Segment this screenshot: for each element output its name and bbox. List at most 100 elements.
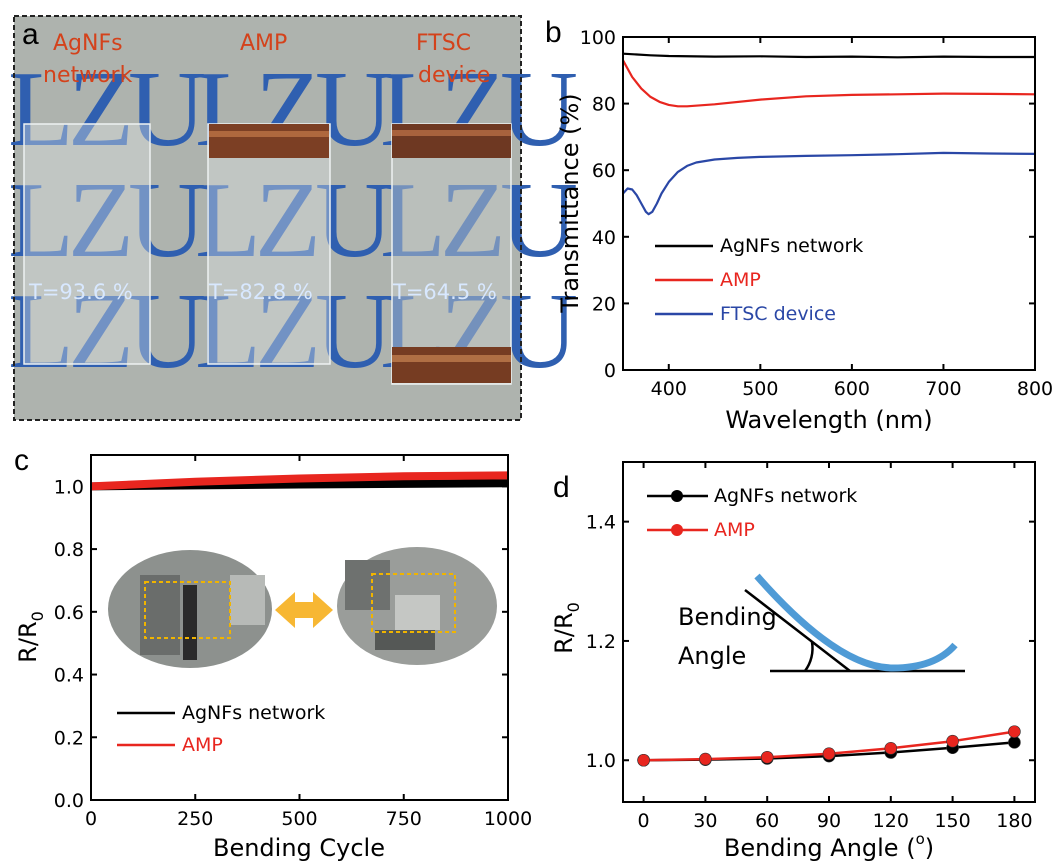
lzu-watermark: LZU xyxy=(8,161,204,280)
panel-b-y-axis-label: Transmittance (%) xyxy=(556,93,584,313)
panel-d-series xyxy=(637,725,1021,767)
lzu-watermark: LZU xyxy=(8,272,204,391)
panel-b-plot-frame xyxy=(622,36,1036,371)
series-line-agnfs-network xyxy=(622,52,1035,59)
y-tick-label: 0.8 xyxy=(54,539,84,561)
photo-header-ftsc-line2: device xyxy=(418,63,490,88)
y-tick-label: 0.4 xyxy=(54,665,84,687)
inset-photo-detail xyxy=(183,585,197,660)
photo-dashed-border xyxy=(13,15,522,421)
panel-c-plot-frame xyxy=(90,454,509,801)
panel-d-y-axis-label-subscript: 0 xyxy=(564,602,583,612)
y-tick-label: 60 xyxy=(592,160,616,182)
lzu-watermark: LZU xyxy=(195,161,391,280)
x-tick-label: 750 xyxy=(386,808,422,830)
panel-d-y-axis-label: R/R0 xyxy=(550,602,583,654)
panel-c-y-axis-label-main: R/R xyxy=(14,621,42,662)
y-tick-label: 40 xyxy=(592,227,616,249)
inset-photo-dashed-box xyxy=(371,573,456,633)
copper-electrode xyxy=(209,124,329,158)
x-tick-label: 800 xyxy=(1017,378,1053,400)
double-arrow-icon xyxy=(275,592,333,628)
y-tick-label: 1.4 xyxy=(586,512,616,534)
x-tick-label: 1000 xyxy=(484,808,532,830)
y-tick-label: 1.2 xyxy=(586,631,616,653)
legend-label-amp: AMP xyxy=(182,734,223,756)
panel-d-bending-angle-chart: d 0 30 60 90 120 150 180 1.0 1.2 1.4 Bending Angl… xyxy=(550,461,1036,862)
y-tick-label: 0.6 xyxy=(54,602,84,624)
inset-photo-detail xyxy=(395,595,440,630)
legend-marker-amp xyxy=(671,524,683,536)
x-tick-label: 700 xyxy=(925,378,961,400)
panel-d-inset-diagram: Bending Angle xyxy=(668,562,976,705)
panel-b-legend: AgNFs network AMP FTSC device xyxy=(655,235,863,325)
photo-header-amp: AMP xyxy=(240,31,287,56)
panel-label-a: a xyxy=(22,18,39,51)
data-point-amp xyxy=(884,742,898,755)
panel-d-legend: AgNFs network AMP xyxy=(647,485,857,541)
inset-photo-detail xyxy=(345,560,390,610)
inset-text-bending: Bending xyxy=(678,603,777,631)
series-line-amp xyxy=(622,59,1036,108)
transmittance-value-agnfs: T=93.6 % xyxy=(28,280,133,304)
x-tick-label: 90 xyxy=(817,810,841,832)
inset-photo-detail xyxy=(140,575,180,655)
panel-d-x-axis-label: Bending Angle (o) xyxy=(724,830,934,862)
panel-d-y-axis-label-main: R/R xyxy=(550,612,578,653)
panel-d-ticks: 0 30 60 90 120 150 180 1.0 1.2 1.4 xyxy=(586,462,1035,832)
data-point-amp xyxy=(946,734,959,748)
x-tick-label: 0 xyxy=(638,810,650,832)
y-tick-label: 1.0 xyxy=(586,750,616,772)
y-tick-label: 1.0 xyxy=(54,476,84,498)
copper-electrode-highlight xyxy=(392,355,511,362)
series-line-amp xyxy=(90,471,509,491)
legend-label-agnfs: AgNFs network xyxy=(714,485,857,507)
data-point-amp xyxy=(822,747,836,760)
panel-b-series xyxy=(622,52,1036,216)
x-tick-label: 30 xyxy=(693,810,717,832)
inset-diagram-bent-substrate xyxy=(754,573,958,672)
panel-d-plot-frame xyxy=(622,461,1036,803)
panel-label-d: d xyxy=(553,471,570,504)
data-point-amp xyxy=(637,753,650,767)
copper-electrode xyxy=(392,124,511,158)
legend-label-amp: AMP xyxy=(714,519,755,541)
x-tick-label: 180 xyxy=(996,810,1032,832)
panel-c-legend: AgNFs network AMP xyxy=(117,702,325,756)
panel-d-x-axis-label-superscript: o xyxy=(916,830,925,848)
legend-marker-agnfs xyxy=(671,490,683,502)
data-point-amp xyxy=(760,750,774,764)
y-tick-label: 80 xyxy=(592,94,616,116)
copper-electrode-highlight xyxy=(209,131,329,137)
panel-c-y-axis-label: R/R0 xyxy=(14,611,47,663)
y-tick-label: 100 xyxy=(580,27,616,49)
y-tick-label: 0.0 xyxy=(54,790,84,812)
transmittance-value-amp: T=82.8 % xyxy=(208,280,313,304)
data-point-agnfs-network xyxy=(1008,736,1021,749)
series-line-ftsc-device xyxy=(622,151,1036,216)
panel-c-x-axis-label: Bending Cycle xyxy=(213,834,385,862)
panel-c-series xyxy=(90,471,509,491)
panel-c-ticks: 0 250 500 750 1000 0.0 0.2 0.4 0.6 0.8 1.0 xyxy=(54,455,532,830)
photo-header-ftsc-line1: FTSC xyxy=(416,31,471,56)
photo-header-agnfs-line1: AgNFs xyxy=(53,31,123,56)
x-tick-label: 0 xyxy=(85,808,97,830)
x-tick-label: 500 xyxy=(281,808,317,830)
legend-label-agnfs: AgNFs network xyxy=(182,702,325,724)
lzu-watermark: LZU xyxy=(8,50,204,169)
x-tick-label: 400 xyxy=(651,378,687,400)
panel-d-x-axis-label-suffix: ) xyxy=(925,834,934,862)
x-tick-label: 60 xyxy=(755,810,779,832)
copper-electrode-highlight xyxy=(392,130,511,136)
panel-label-c: c xyxy=(14,444,29,477)
x-tick-label: 120 xyxy=(873,810,909,832)
x-tick-label: 250 xyxy=(177,808,213,830)
panel-c-y-axis-label-subscript: 0 xyxy=(28,611,47,621)
inset-photo-detail xyxy=(230,575,265,625)
y-tick-label: 0.2 xyxy=(54,727,84,749)
legend-label-ftsc: FTSC device xyxy=(720,303,836,325)
copper-electrode xyxy=(392,347,511,383)
legend-label-agnfs: AgNFs network xyxy=(720,235,863,257)
data-point-amp xyxy=(1008,725,1021,738)
